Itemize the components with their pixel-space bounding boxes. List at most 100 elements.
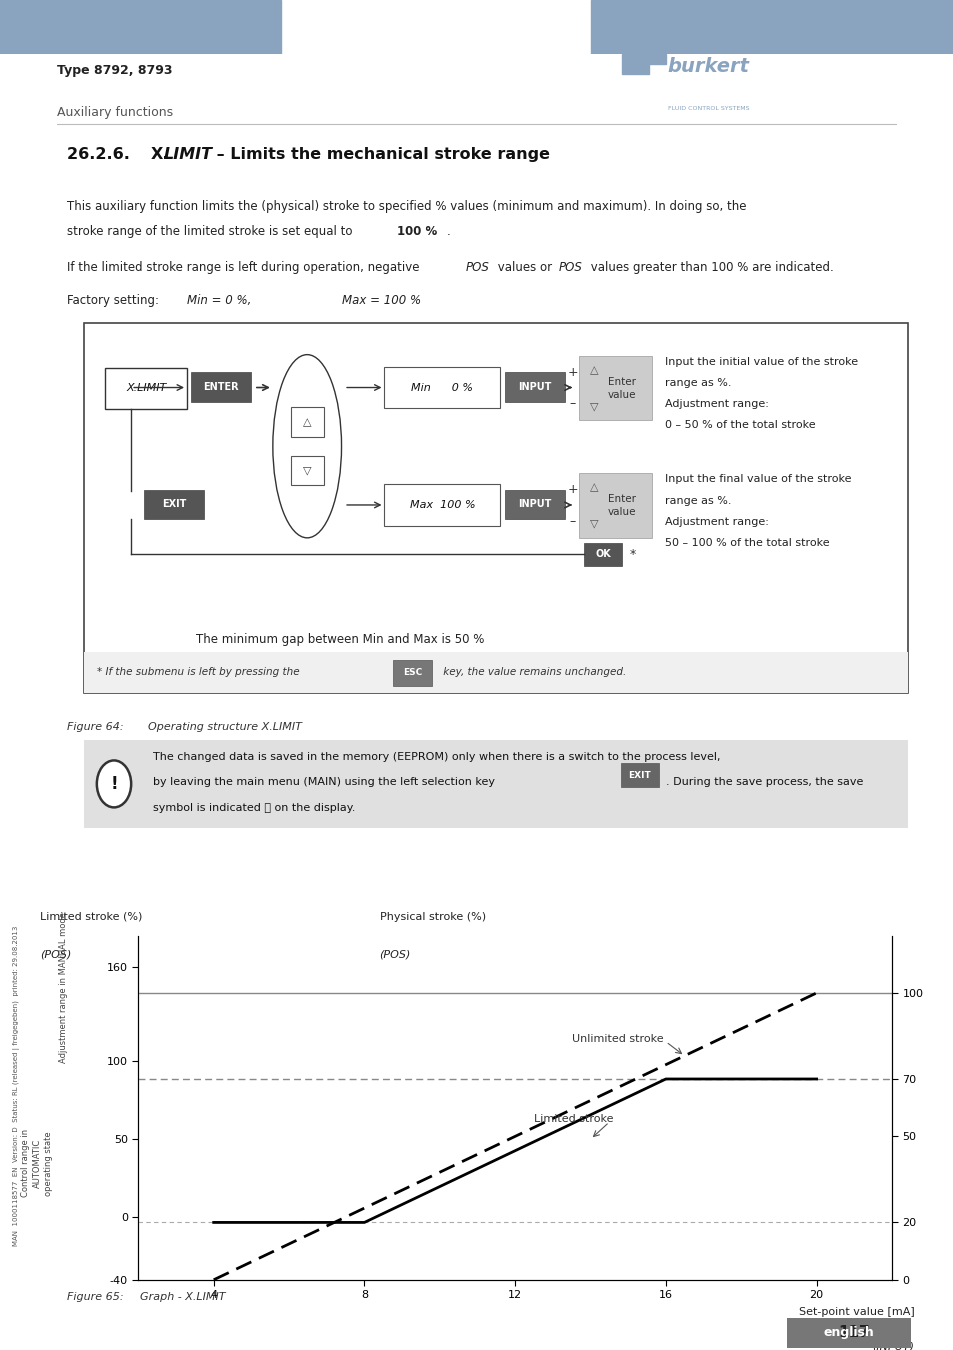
FancyBboxPatch shape: [583, 543, 621, 566]
Text: by leaving the main menu (MAIN) using the left selection key: by leaving the main menu (MAIN) using th…: [152, 778, 501, 787]
Text: symbol is indicated Ⓢ on the display.: symbol is indicated Ⓢ on the display.: [152, 803, 355, 813]
Text: ▽: ▽: [589, 518, 598, 529]
Text: Max = 100 %: Max = 100 %: [341, 293, 420, 306]
Text: key, the value remains unchanged.: key, the value remains unchanged.: [439, 667, 626, 678]
FancyBboxPatch shape: [786, 1319, 910, 1349]
Text: INPUT: INPUT: [517, 500, 551, 509]
Text: burkert: burkert: [667, 57, 749, 76]
Text: This auxiliary function limits the (physical) stroke to specified % values (mini: This auxiliary function limits the (phys…: [67, 200, 745, 212]
Text: X.: X.: [151, 147, 170, 162]
Text: .: .: [447, 225, 451, 239]
Text: Graph - X.LIMIT: Graph - X.LIMIT: [139, 1292, 225, 1303]
Text: –: –: [569, 514, 575, 528]
Text: english: english: [822, 1326, 874, 1339]
FancyBboxPatch shape: [384, 485, 499, 525]
Circle shape: [97, 760, 131, 807]
FancyBboxPatch shape: [619, 763, 659, 787]
Text: * If the submenu is left by pressing the: * If the submenu is left by pressing the: [97, 667, 306, 678]
Text: +: +: [567, 483, 578, 497]
FancyBboxPatch shape: [105, 367, 187, 409]
Text: !: !: [111, 775, 117, 792]
Text: Figure 64:: Figure 64:: [67, 722, 123, 732]
Text: Adjustment range:: Adjustment range:: [664, 400, 768, 409]
Text: If the limited stroke range is left during operation, negative: If the limited stroke range is left duri…: [67, 261, 422, 274]
Text: ENTER: ENTER: [203, 382, 239, 391]
Text: Unlimited stroke: Unlimited stroke: [571, 1034, 662, 1044]
Text: POS: POS: [465, 261, 490, 274]
Text: 0 – 50 % of the total stroke: 0 – 50 % of the total stroke: [664, 420, 815, 431]
Text: Input the final value of the stroke: Input the final value of the stroke: [664, 474, 851, 485]
FancyBboxPatch shape: [504, 373, 564, 401]
Text: stroke range of the limited stroke is set equal to: stroke range of the limited stroke is se…: [67, 225, 355, 239]
Text: Enter
value: Enter value: [607, 494, 636, 517]
Bar: [621, 54, 665, 63]
Text: (INPUT): (INPUT): [872, 1342, 914, 1350]
Text: Adjustment range:: Adjustment range:: [664, 517, 768, 526]
Text: ▽: ▽: [303, 466, 311, 475]
Text: values greater than 100 % are indicated.: values greater than 100 % are indicated.: [586, 261, 833, 274]
Text: Factory setting:: Factory setting:: [67, 293, 158, 306]
Ellipse shape: [273, 355, 341, 537]
Text: values or: values or: [494, 261, 556, 274]
Text: range as %.: range as %.: [664, 495, 731, 505]
FancyBboxPatch shape: [578, 474, 652, 537]
Text: LIMIT: LIMIT: [164, 147, 213, 162]
Text: –: –: [569, 397, 575, 410]
Text: 100 %: 100 %: [396, 225, 437, 239]
Text: FLUID CONTROL SYSTEMS: FLUID CONTROL SYSTEMS: [667, 107, 748, 111]
Text: Adjustment range in MANUAL mode: Adjustment range in MANUAL mode: [59, 913, 68, 1064]
Text: . During the save process, the save: . During the save process, the save: [665, 778, 862, 787]
Text: 26.2.6.: 26.2.6.: [67, 147, 147, 162]
Text: EXIT: EXIT: [628, 771, 651, 779]
FancyBboxPatch shape: [384, 367, 499, 408]
Text: ▽: ▽: [589, 401, 598, 412]
Text: Physical stroke (%): Physical stroke (%): [379, 911, 485, 922]
FancyBboxPatch shape: [84, 740, 907, 828]
FancyBboxPatch shape: [291, 456, 323, 485]
Text: Auxiliary functions: Auxiliary functions: [57, 105, 173, 119]
Text: Limited stroke: Limited stroke: [534, 1114, 613, 1125]
Text: The changed data is saved in the memory (EEPROM) only when there is a switch to : The changed data is saved in the memory …: [152, 752, 720, 761]
Text: +: +: [567, 366, 578, 379]
Text: POS: POS: [558, 261, 582, 274]
Text: 50 – 100 % of the total stroke: 50 – 100 % of the total stroke: [664, 537, 829, 548]
FancyBboxPatch shape: [504, 490, 564, 518]
Text: INPUT: INPUT: [517, 382, 551, 391]
Text: – Limits the mechanical stroke range: – Limits the mechanical stroke range: [211, 147, 550, 162]
Text: The minimum gap between Min and Max is 50 %: The minimum gap between Min and Max is 5…: [195, 633, 483, 645]
Text: OK: OK: [595, 549, 610, 559]
Text: Input the initial value of the stroke: Input the initial value of the stroke: [664, 356, 858, 367]
FancyBboxPatch shape: [84, 323, 907, 693]
Text: Control range in
AUTOMATIC
operating state: Control range in AUTOMATIC operating sta…: [21, 1130, 52, 1197]
Text: Type 8792, 8793: Type 8792, 8793: [57, 63, 172, 77]
Text: EXIT: EXIT: [162, 500, 186, 509]
Text: range as %.: range as %.: [664, 378, 731, 387]
FancyBboxPatch shape: [393, 660, 431, 686]
Text: *: *: [629, 548, 635, 560]
Text: 117: 117: [837, 1324, 869, 1341]
Bar: [621, 63, 648, 74]
Text: Limited stroke (%): Limited stroke (%): [40, 911, 143, 922]
Text: Min = 0 %,: Min = 0 %,: [187, 293, 251, 306]
Text: Set-point value [mA]: Set-point value [mA]: [798, 1307, 914, 1318]
Text: Min      0 %: Min 0 %: [411, 382, 473, 393]
Text: (POS): (POS): [40, 949, 71, 960]
Text: MAN  1000118577  EN  Version: D  Status: RL (released | freigegeben)  printed: 2: MAN 1000118577 EN Version: D Status: RL …: [13, 926, 20, 1246]
Text: (POS): (POS): [379, 949, 411, 960]
FancyBboxPatch shape: [144, 490, 204, 518]
FancyBboxPatch shape: [578, 356, 652, 420]
Text: △: △: [589, 482, 598, 493]
Text: △: △: [303, 417, 311, 427]
FancyBboxPatch shape: [191, 373, 251, 401]
Text: X.LIMIT: X.LIMIT: [126, 383, 166, 393]
Text: Operating structure X.LIMIT: Operating structure X.LIMIT: [149, 722, 302, 732]
Bar: [591, 0, 953, 54]
Text: ESC: ESC: [402, 668, 421, 678]
FancyBboxPatch shape: [84, 652, 907, 693]
Text: Enter
value: Enter value: [607, 377, 636, 400]
FancyBboxPatch shape: [291, 408, 323, 437]
Text: △: △: [589, 364, 598, 375]
Bar: [0, 0, 281, 54]
Text: Figure 65:: Figure 65:: [67, 1292, 123, 1303]
Text: Max  100 %: Max 100 %: [409, 500, 475, 510]
